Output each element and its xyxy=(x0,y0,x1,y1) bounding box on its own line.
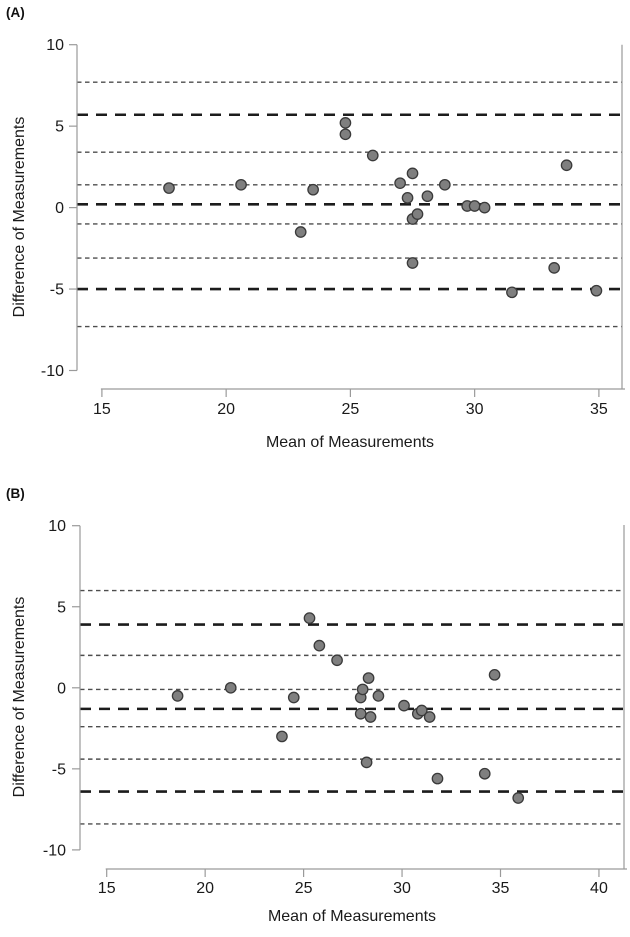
y-axis-label: Difference of Measurements xyxy=(11,117,28,318)
data-point xyxy=(235,178,247,191)
x-tick-label: 15 xyxy=(98,880,116,897)
y-tick-label: -5 xyxy=(52,761,66,778)
y-tick-label: 0 xyxy=(55,200,64,217)
data-point xyxy=(398,699,410,712)
x-tick-label: 15 xyxy=(93,401,111,418)
data-point xyxy=(360,756,373,769)
data-point xyxy=(354,707,367,720)
data-point xyxy=(362,672,375,684)
y-tick-label: 10 xyxy=(48,518,66,535)
data-point xyxy=(276,730,288,743)
data-point xyxy=(313,639,326,652)
data-point xyxy=(548,262,561,274)
x-tick-label: 30 xyxy=(466,401,484,418)
x-tick-label: 20 xyxy=(217,401,235,418)
scatter-plot-panel-b: (B) Difference of Measurements Mean of M… xyxy=(6,486,627,925)
data-point xyxy=(366,149,379,162)
bland-altman-panel-b: (B) Difference of Measurements Mean of M… xyxy=(0,462,630,937)
data-point xyxy=(224,681,237,694)
y-axis-label: Difference of Measurements xyxy=(11,597,28,798)
data-point xyxy=(421,190,434,203)
x-axis-label: Mean of Measurements xyxy=(266,434,434,451)
data-point xyxy=(560,159,573,172)
x-tick-label: 25 xyxy=(342,401,360,418)
y-tick-label: 10 xyxy=(46,37,64,54)
data-point xyxy=(406,257,419,269)
data-point xyxy=(506,286,518,299)
data-point xyxy=(307,183,319,196)
data-point xyxy=(401,191,414,204)
data-point xyxy=(339,128,352,141)
data-point xyxy=(423,711,436,723)
data-point xyxy=(406,167,419,180)
data-point xyxy=(163,182,175,194)
data-point xyxy=(394,177,406,190)
data-point xyxy=(294,226,307,238)
data-point xyxy=(468,200,481,212)
data-point xyxy=(287,691,300,704)
data-point xyxy=(438,178,451,191)
data-point xyxy=(171,690,184,702)
y-tick-label: -5 xyxy=(50,282,64,299)
data-point xyxy=(303,612,316,624)
data-point xyxy=(431,772,444,785)
y-tick-label: 5 xyxy=(55,119,64,136)
data-point xyxy=(478,201,491,214)
x-tick-label: 35 xyxy=(590,401,608,418)
x-tick-label: 30 xyxy=(393,880,411,897)
bland-altman-panel-a: (A) Difference of Measurements Mean of M… xyxy=(0,0,630,462)
data-point xyxy=(364,711,377,723)
data-point xyxy=(488,668,501,681)
data-point xyxy=(372,690,385,702)
x-tick-label: 40 xyxy=(590,880,608,897)
scatter-plot-panel-a: (A) Difference of Measurements Mean of M… xyxy=(6,5,625,451)
panel-label-a: (A) xyxy=(6,5,25,20)
x-tick-label: 20 xyxy=(196,880,214,897)
y-tick-label: 5 xyxy=(57,599,66,616)
data-point xyxy=(590,284,603,297)
data-point xyxy=(415,704,428,717)
data-point xyxy=(339,117,352,129)
panel-label-b: (B) xyxy=(6,486,25,501)
x-tick-label: 25 xyxy=(295,880,313,897)
x-axis-label: Mean of Measurements xyxy=(268,908,436,925)
data-point xyxy=(478,767,491,780)
data-point xyxy=(411,208,424,220)
y-tick-label: 0 xyxy=(57,680,66,697)
data-point xyxy=(512,792,525,804)
y-tick-label: -10 xyxy=(43,842,66,859)
data-point xyxy=(356,683,369,696)
data-point xyxy=(331,654,343,667)
x-tick-label: 35 xyxy=(492,880,510,897)
y-tick-label: -10 xyxy=(41,363,64,380)
